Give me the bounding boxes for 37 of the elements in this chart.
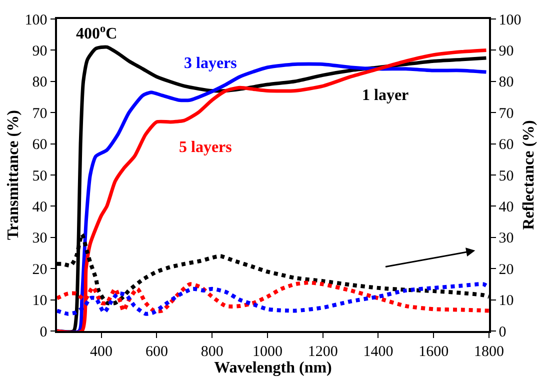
y-tick-label: 20 [32, 262, 48, 278]
annotation: 400$^{o}$C [76, 23, 118, 43]
x-tick-label: 1000 [252, 344, 282, 360]
y2-tick-label: 80 [498, 74, 514, 91]
y-tick-label: 40 [32, 199, 48, 216]
annotation: 5 layers [179, 139, 232, 156]
y2-tick-label: 40 [498, 199, 514, 216]
x-tick-label: 400 [90, 344, 113, 360]
x-axis-title: Wavelength (nm) [214, 360, 332, 377]
y-tick-label: 90 [32, 43, 48, 60]
y-tick-label: 30 [32, 230, 48, 247]
y2-tick-label: 50 [498, 168, 514, 184]
annotation: 3 layers [184, 55, 237, 72]
y-tick-label: 50 [32, 168, 48, 184]
y2-tick-label: 20 [498, 262, 514, 278]
y2-tick-label: 90 [498, 43, 514, 60]
x-tick-label: 600 [145, 344, 168, 360]
y-tick-label: 0 [40, 324, 48, 340]
annotation: 1 layer [362, 87, 409, 104]
y2-tick-label: 10 [498, 293, 514, 310]
y2-tick-label: 60 [498, 137, 514, 154]
x-tick-label: 1800 [474, 344, 504, 360]
y2-tick-label: 30 [498, 230, 514, 247]
y2-tick-label: 0 [498, 324, 506, 340]
x-tick-label: 1400 [363, 344, 394, 360]
y-tick-label: 80 [32, 74, 48, 91]
x-tick-label: 1200 [308, 344, 338, 360]
x-tick-label: 800 [200, 344, 224, 360]
y-tick-label: 100 [24, 12, 48, 28]
y2-tick-label: 70 [498, 106, 514, 122]
y2-axis-title: Reflectance (%) [520, 120, 538, 230]
y-tick-label: 70 [32, 106, 48, 122]
y2-tick-label: 100 [498, 12, 522, 28]
y-tick-label: 60 [32, 137, 48, 154]
x-tick-label: 1600 [418, 344, 449, 360]
y-axis-title: Transmittance (%) [5, 110, 22, 240]
y-tick-label: 10 [32, 293, 48, 310]
